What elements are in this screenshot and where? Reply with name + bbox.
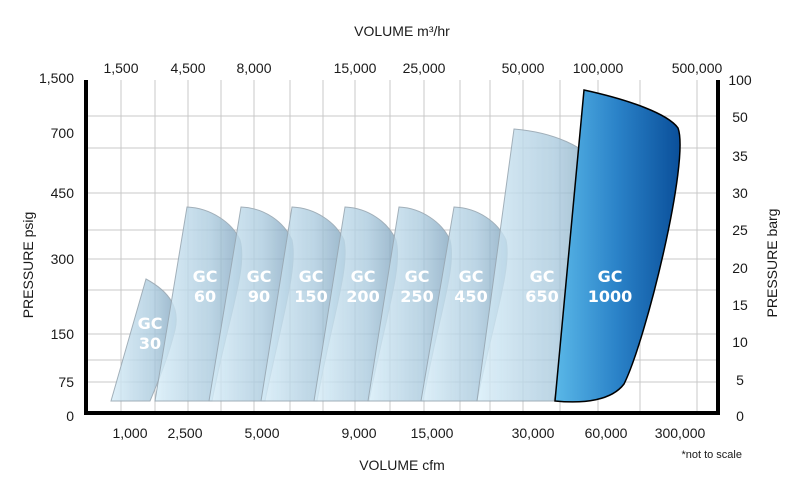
y-right-tick-label: 30	[732, 185, 748, 201]
y-right-tick-label: 15	[732, 297, 748, 313]
tick-labels: 1,500 4,500 8,000 15,000 25,000 50,000 100,000…	[39, 60, 752, 441]
y-right-tick-label: 25	[732, 222, 748, 238]
x-bottom-tick-label: 15,000	[411, 425, 454, 441]
model-label-line2: 250	[400, 287, 433, 306]
x-bottom-tick-label: 30,000	[512, 425, 555, 441]
model-label-line2: 1000	[588, 287, 633, 306]
x-bottom-tick-label: 5,000	[244, 425, 279, 441]
x-top-tick-label: 50,000	[502, 60, 545, 76]
x-top-tick-label: 15,000	[334, 60, 377, 76]
model-label-line2: 200	[346, 287, 379, 306]
x-top-tick-label: 25,000	[403, 60, 446, 76]
x-top-tick-label: 1,500	[103, 60, 138, 76]
model-label-line2: 60	[194, 287, 216, 306]
y-left-tick-label: 700	[51, 125, 75, 141]
model-label-line2: 150	[294, 287, 327, 306]
x-bottom-tick-label: 1,000	[112, 425, 147, 441]
y-right-title: PRESSURE barg	[764, 209, 780, 318]
model-label-line1: GC	[530, 267, 555, 286]
y-left-title: PRESSURE psig	[20, 212, 36, 319]
x-top-tick-label: 500,000	[672, 60, 723, 76]
model-label-line1: GC	[405, 267, 430, 286]
model-label-line1: GC	[459, 267, 484, 286]
model-label-line2: 90	[248, 287, 270, 306]
y-left-tick-label: 1,500	[39, 70, 74, 86]
model-label-line2: 650	[525, 287, 558, 306]
model-label-line1: GC	[351, 267, 376, 286]
model-label-line1: GC	[299, 267, 324, 286]
model-label-line1: GC	[247, 267, 272, 286]
model-label-line2: 450	[454, 287, 487, 306]
y-left-tick-label: 75	[58, 374, 74, 390]
y-right-tick-label: 35	[732, 148, 748, 164]
compressor-range-shapes: GC30GC60GC90GC150GC200GC250GC450GC650GC1…	[110, 89, 681, 403]
x-bottom-tick-label: 60,000	[585, 425, 628, 441]
axes	[84, 80, 720, 415]
model-label-line1: GC	[193, 267, 218, 286]
y-left-tick-label: 150	[51, 326, 75, 342]
x-bottom-tick-label: 300,000	[655, 425, 706, 441]
model-label-line1: GC	[138, 314, 163, 333]
x-bottom-title: VOLUME cfm	[359, 457, 445, 473]
y-left-tick-label: 0	[66, 408, 74, 424]
x-bottom-tick-label: 9,000	[341, 425, 376, 441]
x-top-title: VOLUME m³/hr	[354, 23, 450, 39]
x-top-tick-label: 8,000	[236, 60, 271, 76]
x-top-tick-label: 4,500	[170, 60, 205, 76]
model-label-line2: 30	[139, 334, 161, 353]
x-bottom-tick-label: 2,500	[167, 425, 202, 441]
y-right-tick-label: 20	[732, 260, 748, 276]
model-label-line1: GC	[598, 267, 623, 286]
not-to-scale-note: *not to scale	[681, 449, 742, 461]
y-right-tick-label: 0	[736, 408, 744, 424]
y-right-tick-label: 10	[732, 334, 748, 350]
y-left-tick-label: 300	[51, 251, 75, 267]
x-top-tick-label: 100,000	[573, 60, 624, 76]
y-right-tick-label: 50	[732, 109, 748, 125]
y-right-tick-label: 100	[728, 72, 752, 88]
y-right-tick-label: 5	[736, 372, 744, 388]
y-left-tick-label: 450	[51, 185, 75, 201]
range-shape-gc-1000	[554, 89, 681, 403]
